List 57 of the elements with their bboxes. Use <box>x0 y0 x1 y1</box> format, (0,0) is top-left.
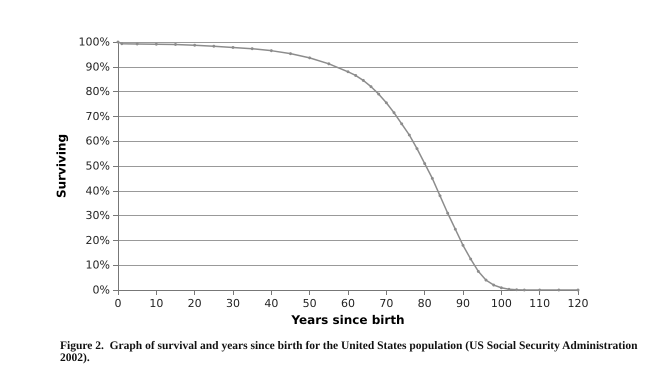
x-tick-label: 60 <box>341 297 355 310</box>
caption: Figure 2. Graph of survival and years since birth for the United States population (US Social Security Administration 2002). <box>60 340 640 364</box>
point <box>120 42 124 46</box>
point <box>416 147 418 150</box>
y-tick-label: 10% <box>86 258 110 272</box>
y-tick-label: 60% <box>86 134 110 148</box>
point <box>392 111 396 114</box>
x-tick-label: 110 <box>529 297 550 310</box>
point <box>370 85 372 88</box>
point <box>438 194 442 198</box>
x-tick-label: 50 <box>302 297 317 310</box>
y-tick-label: 0% <box>92 284 110 296</box>
point <box>430 176 434 180</box>
y-tick-label: 30% <box>86 209 110 222</box>
point <box>377 92 380 96</box>
point <box>423 162 426 166</box>
point <box>508 288 510 291</box>
point <box>408 134 411 136</box>
x-tick-label: 0 <box>114 297 122 310</box>
x-tick-label: 70 <box>379 297 394 310</box>
point <box>346 70 350 74</box>
x-tick-label: 100 <box>490 297 512 310</box>
point <box>492 284 496 287</box>
line-series <box>116 40 580 292</box>
point <box>212 44 216 48</box>
y-axis-title: Surviving <box>54 134 69 198</box>
x-tick-label: 10 <box>149 297 164 310</box>
x-tick-label: 80 <box>418 297 432 310</box>
y-tick-label: 40% <box>86 184 110 198</box>
point <box>354 74 358 77</box>
point <box>250 47 254 50</box>
point <box>462 244 464 247</box>
point <box>193 44 196 47</box>
point <box>476 270 480 273</box>
point <box>446 212 450 215</box>
point <box>327 62 330 66</box>
point <box>270 49 273 52</box>
x-tick-label: 90 <box>456 297 470 310</box>
y-tick-label: 50% <box>86 160 110 172</box>
x-tick-label: 30 <box>226 297 240 310</box>
point <box>362 78 365 82</box>
y-tick-label: 70% <box>86 110 110 123</box>
point <box>484 278 488 282</box>
x-tick-label: 120 <box>568 297 588 310</box>
y-tick-label: 100% <box>78 36 110 48</box>
point <box>308 56 312 60</box>
x-tick-label: 20 <box>188 297 202 310</box>
point <box>154 42 158 46</box>
x-tick-label: 40 <box>264 297 278 310</box>
point <box>469 258 472 260</box>
y-tick-label: 20% <box>86 234 110 247</box>
y-tick-label: 80% <box>86 85 110 98</box>
x-axis-title: Years since birth <box>290 312 405 327</box>
point <box>515 288 518 292</box>
point <box>289 52 292 56</box>
y-tick-label: 90% <box>86 60 110 74</box>
point <box>400 122 404 126</box>
